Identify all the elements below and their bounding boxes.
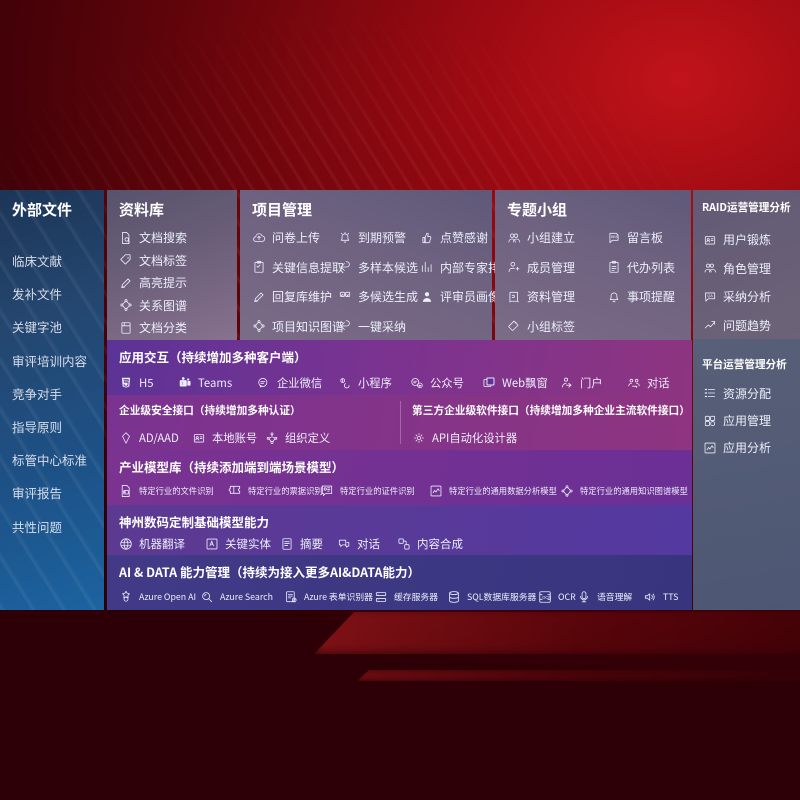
svg-text:OCR: OCR: [542, 594, 551, 599]
svg-text:BBS: BBS: [611, 235, 619, 239]
svg-text:QA: QA: [707, 294, 713, 298]
